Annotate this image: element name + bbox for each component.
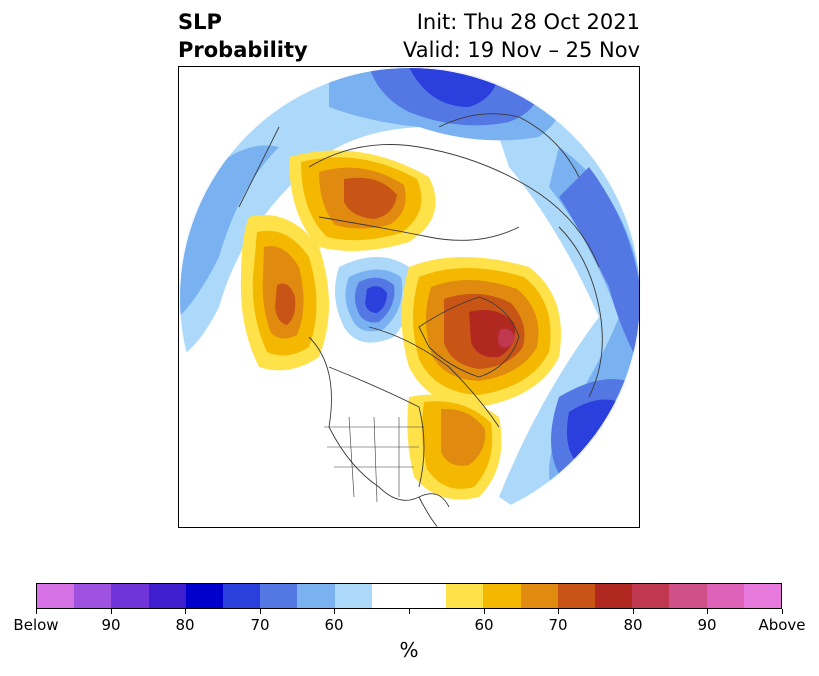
map-dates: Init: Thu 28 Oct 2021 Valid: 19 Nov – 25… <box>403 8 640 64</box>
colorbar-cell <box>743 584 782 608</box>
colorbar-tick <box>633 609 634 614</box>
colorbar-tick <box>111 609 112 614</box>
colorbar-tick-label: 80 <box>623 616 643 634</box>
colorbar-tick-label: Above <box>758 616 806 634</box>
colorbar-tick <box>707 609 708 614</box>
title-variable: SLP <box>178 10 222 34</box>
colorbar-cell <box>223 584 261 608</box>
coastlines <box>238 113 603 527</box>
colorbar-cell <box>706 584 744 608</box>
colorbar-cell <box>111 584 149 608</box>
colorbar <box>36 583 782 609</box>
colorbar-cell <box>37 584 75 608</box>
colorbar-tick <box>36 609 37 614</box>
state-borders <box>324 416 424 503</box>
colorbar-cell <box>74 584 112 608</box>
colorbar-tick-label: 70 <box>548 616 568 634</box>
colorbar-tick <box>334 609 335 614</box>
arctic-low-75 <box>365 286 387 313</box>
colorbar-tick-label: 60 <box>474 616 494 634</box>
colorbar-tick <box>409 609 410 614</box>
colorbar-tick-label: 70 <box>250 616 270 634</box>
colorbar-cell <box>446 584 484 608</box>
colorbar-cell <box>260 584 298 608</box>
colorbar-tick <box>558 609 559 614</box>
colorbar-cell <box>632 584 670 608</box>
greenland-high-80 <box>498 328 515 348</box>
colorbar-cell <box>148 584 186 608</box>
map-title: SLP Probability <box>178 8 308 64</box>
colorbar-cell <box>371 584 410 608</box>
colorbar-tick-label: Below <box>13 616 59 634</box>
atlantic-blue-70 <box>559 167 639 367</box>
probability-map <box>179 67 639 527</box>
colorbar-tick-label: 60 <box>324 616 344 634</box>
colorbar-cell <box>669 584 707 608</box>
map-edge <box>179 67 639 527</box>
colorbar-unit: % <box>399 638 419 662</box>
colorbar-cell <box>595 584 633 608</box>
atlantic-low-75 <box>567 399 635 472</box>
colorbar-cell <box>520 584 558 608</box>
namerica-high-65 <box>441 408 486 466</box>
init-date: Init: Thu 28 Oct 2021 <box>416 10 640 34</box>
asia-high-70 <box>344 177 397 219</box>
colorbar-tick <box>484 609 485 614</box>
colorbar-tick-label: 90 <box>697 616 717 634</box>
pacific-blue-60 <box>179 77 439 357</box>
colorbar-tick-label: 90 <box>101 616 121 634</box>
colorbar-tick <box>782 609 783 614</box>
title-metric: Probability <box>178 38 308 62</box>
colorbar-tick <box>185 609 186 614</box>
pacific-high-70 <box>275 283 296 325</box>
colorbar-cell <box>557 584 596 608</box>
valid-range: Valid: 19 Nov – 25 Nov <box>403 38 640 62</box>
colorbar-cell <box>334 584 372 608</box>
map-panel <box>178 66 640 528</box>
colorbar-cell <box>409 584 447 608</box>
colorbar-cell <box>185 584 224 608</box>
colorbar-cell <box>483 584 521 608</box>
colorbar-tick <box>260 609 261 614</box>
colorbar-tick-label: 80 <box>175 616 195 634</box>
colorbar-cell <box>297 584 335 608</box>
